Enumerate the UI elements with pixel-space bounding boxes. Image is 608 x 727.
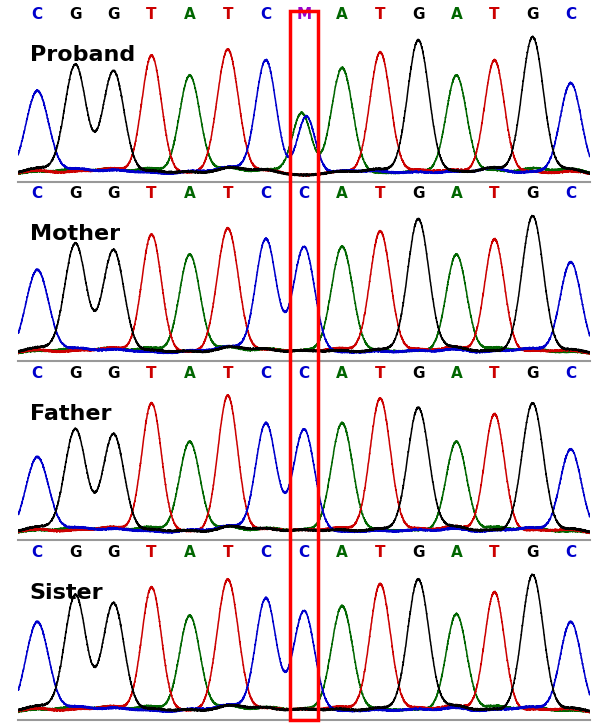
Text: G: G [527, 7, 539, 22]
Text: T: T [375, 545, 385, 560]
Text: G: G [69, 7, 81, 22]
Text: C: C [260, 366, 271, 381]
Text: G: G [107, 545, 120, 560]
Text: A: A [184, 366, 196, 381]
Text: G: G [412, 7, 424, 22]
Text: C: C [260, 186, 271, 201]
Text: T: T [489, 545, 500, 560]
Text: T: T [147, 186, 157, 201]
Text: C: C [565, 186, 576, 201]
Text: G: G [527, 366, 539, 381]
Text: A: A [451, 7, 462, 22]
Text: T: T [223, 545, 233, 560]
Text: T: T [375, 186, 385, 201]
Text: A: A [451, 545, 462, 560]
Text: A: A [451, 366, 462, 381]
Text: T: T [375, 7, 385, 22]
Text: G: G [412, 545, 424, 560]
Text: G: G [412, 366, 424, 381]
Text: G: G [107, 366, 120, 381]
Text: A: A [184, 186, 196, 201]
Text: G: G [527, 186, 539, 201]
Text: Mother: Mother [30, 225, 120, 244]
Text: T: T [223, 186, 233, 201]
Text: T: T [375, 366, 385, 381]
Text: G: G [69, 366, 81, 381]
Text: C: C [565, 7, 576, 22]
Text: C: C [32, 366, 43, 381]
Text: M: M [297, 7, 311, 22]
Text: A: A [336, 7, 348, 22]
Text: C: C [260, 545, 271, 560]
Text: G: G [69, 186, 81, 201]
Text: T: T [223, 7, 233, 22]
Text: A: A [336, 366, 348, 381]
Text: G: G [69, 545, 81, 560]
Text: G: G [412, 186, 424, 201]
Text: A: A [451, 186, 462, 201]
Text: T: T [147, 7, 157, 22]
Text: C: C [32, 7, 43, 22]
Text: T: T [147, 545, 157, 560]
Text: T: T [223, 366, 233, 381]
Text: A: A [336, 545, 348, 560]
Text: G: G [107, 186, 120, 201]
Text: G: G [107, 7, 120, 22]
Text: C: C [32, 186, 43, 201]
Text: G: G [527, 545, 539, 560]
Text: C: C [299, 366, 309, 381]
Text: Proband: Proband [30, 45, 135, 65]
Text: T: T [147, 366, 157, 381]
Text: A: A [184, 545, 196, 560]
Text: T: T [489, 7, 500, 22]
Text: C: C [260, 7, 271, 22]
Text: Father: Father [30, 403, 111, 424]
Text: C: C [299, 545, 309, 560]
Text: A: A [184, 7, 196, 22]
Text: T: T [489, 186, 500, 201]
Text: C: C [565, 366, 576, 381]
Text: A: A [336, 186, 348, 201]
Text: C: C [565, 545, 576, 560]
Text: C: C [299, 186, 309, 201]
Text: C: C [32, 545, 43, 560]
Text: T: T [489, 366, 500, 381]
Text: Sister: Sister [30, 583, 103, 603]
